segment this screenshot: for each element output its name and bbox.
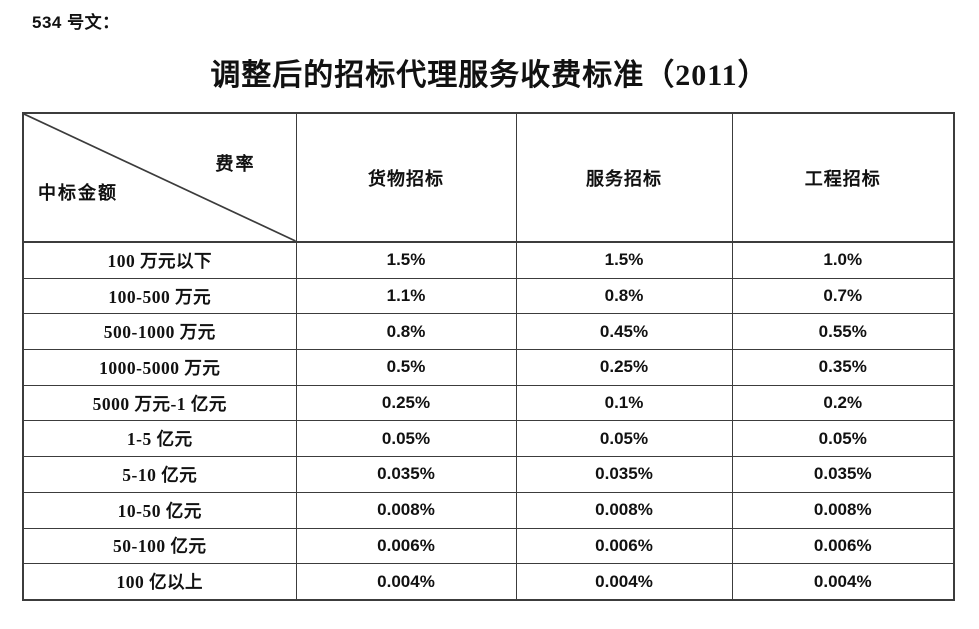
corner-cell: 费率 中标金额 [22, 112, 297, 243]
cell-service-rate: 0.45% [515, 313, 733, 351]
column-header-engineering: 工程招标 [731, 112, 955, 243]
table-row: 100 亿以上 0.004% 0.004% 0.004% [22, 563, 955, 601]
cell-service-rate: 0.004% [515, 563, 733, 601]
cell-engineering-rate: 1.0% [731, 241, 955, 279]
cell-goods-rate: 0.05% [295, 420, 517, 458]
cell-goods-rate: 0.5% [295, 349, 517, 386]
cell-goods-rate: 0.25% [295, 384, 517, 422]
header-row: 费率 中标金额 货物招标 服务招标 工程招标 [22, 112, 955, 243]
cell-service-rate: 0.006% [515, 527, 733, 565]
cell-service-rate: 0.008% [515, 491, 733, 529]
row-label: 500-1000 万元 [22, 313, 297, 351]
table-row: 1000-5000 万元 0.5% 0.25% 0.35% [22, 349, 955, 386]
cell-engineering-rate: 0.05% [731, 420, 955, 458]
corner-label-amount: 中标金额 [38, 183, 118, 203]
table-row: 10-50 亿元 0.008% 0.008% 0.008% [22, 491, 955, 529]
table-row: 5000 万元-1 亿元 0.25% 0.1% 0.2% [22, 384, 955, 422]
row-label: 1-5 亿元 [22, 420, 297, 458]
column-header-goods: 货物招标 [295, 112, 517, 243]
cell-goods-rate: 1.5% [295, 241, 517, 279]
corner-label-rate: 费率 [215, 154, 256, 174]
cell-goods-rate: 0.035% [295, 456, 517, 493]
page-title: 调整后的招标代理服务收费标准（2011） [210, 59, 769, 92]
table-row: 50-100 亿元 0.006% 0.006% 0.006% [22, 527, 955, 565]
cell-engineering-rate: 0.7% [731, 277, 955, 315]
row-label: 5-10 亿元 [22, 456, 297, 493]
row-label: 100 万元以下 [22, 241, 297, 279]
row-label: 100 亿以上 [22, 563, 297, 601]
cell-service-rate: 1.5% [515, 241, 733, 279]
column-header-service: 服务招标 [515, 112, 733, 243]
cell-service-rate: 0.05% [515, 420, 733, 458]
cell-service-rate: 0.25% [515, 349, 733, 386]
cell-engineering-rate: 0.2% [731, 384, 955, 422]
fee-table: 费率 中标金额 货物招标 服务招标 工程招标 100 万元以下 1.5% 1.5… [22, 112, 955, 601]
row-label: 1000-5000 万元 [22, 349, 297, 386]
cell-engineering-rate: 0.035% [731, 456, 955, 493]
cell-goods-rate: 0.8% [295, 313, 517, 351]
table-row: 500-1000 万元 0.8% 0.45% 0.55% [22, 313, 955, 351]
row-label: 5000 万元-1 亿元 [22, 384, 297, 422]
row-label: 50-100 亿元 [22, 527, 297, 565]
cell-goods-rate: 0.006% [295, 527, 517, 565]
cell-goods-rate: 1.1% [295, 277, 517, 315]
table-row: 1-5 亿元 0.05% 0.05% 0.05% [22, 420, 955, 458]
cell-engineering-rate: 0.35% [731, 349, 955, 386]
table-row: 5-10 亿元 0.035% 0.035% 0.035% [22, 456, 955, 493]
cell-service-rate: 0.8% [515, 277, 733, 315]
table-row: 100 万元以下 1.5% 1.5% 1.0% [22, 241, 955, 279]
cell-engineering-rate: 0.008% [731, 491, 955, 529]
table-row: 100-500 万元 1.1% 0.8% 0.7% [22, 277, 955, 315]
doc-ref: 534 号文： [32, 13, 120, 32]
row-label: 10-50 亿元 [22, 491, 297, 529]
diagonal-line [24, 114, 296, 241]
cell-engineering-rate: 0.55% [731, 313, 955, 351]
cell-service-rate: 0.1% [515, 384, 733, 422]
cell-engineering-rate: 0.004% [731, 563, 955, 601]
cell-goods-rate: 0.004% [295, 563, 517, 601]
cell-engineering-rate: 0.006% [731, 527, 955, 565]
cell-service-rate: 0.035% [515, 456, 733, 493]
row-label: 100-500 万元 [22, 277, 297, 315]
cell-goods-rate: 0.008% [295, 491, 517, 529]
